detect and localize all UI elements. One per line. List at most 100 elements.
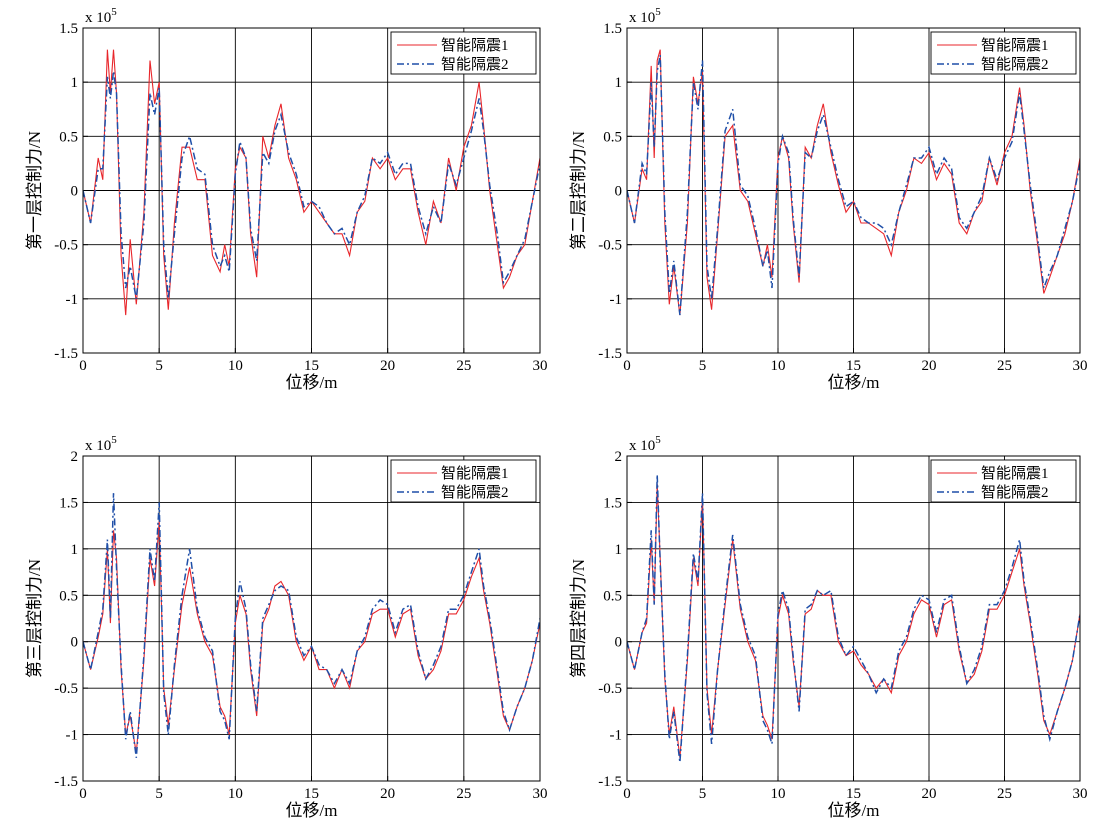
- x-tick-label: 15: [846, 786, 861, 802]
- y-tick-label: 0: [615, 635, 623, 651]
- y-axis-label: 第一层控制力/N: [25, 131, 44, 250]
- y-tick-label: 1: [615, 75, 623, 91]
- x-tick-label: 25: [997, 786, 1012, 802]
- y-tick-label: 0: [71, 184, 79, 200]
- x-tick-label: 15: [304, 786, 319, 802]
- y-tick-label: 1.5: [603, 21, 622, 37]
- x-tick-label: 0: [623, 786, 631, 802]
- y-tick-label: -1.5: [54, 346, 78, 362]
- legend-label-1: 智能隔震1: [981, 464, 1049, 482]
- multiplier-base: x 10: [85, 10, 111, 26]
- legend-label-2: 智能隔震2: [441, 55, 509, 73]
- y-tick-label: 0: [71, 635, 79, 651]
- x-tick-label: 5: [699, 786, 707, 802]
- y-tick-label: 0.5: [603, 588, 622, 604]
- y-tick-label: 2: [71, 449, 79, 465]
- x-tick-label: 30: [533, 786, 548, 802]
- chart-panel-4: 0 5 10 15 20 25 30-1.5-1-0.500.511.52x 105位移/m…: [569, 434, 1088, 820]
- x-tick-label: 20: [922, 358, 937, 374]
- y-tick-label: -0.5: [54, 681, 78, 697]
- y-axis-label: 第三层控制力/N: [25, 559, 44, 678]
- y-tick-label: 1: [71, 75, 79, 91]
- legend-label-1: 智能隔震1: [441, 464, 509, 482]
- y-tick-label: -0.5: [598, 681, 622, 697]
- x-tick-label: 30: [533, 358, 548, 374]
- y-tick-label: 1: [71, 542, 79, 558]
- series-line-2: [627, 54, 1080, 316]
- y-tick-label: -1.5: [598, 774, 622, 790]
- chart-panel-3: 0 5 10 15 20 25 30-1.5-1-0.500.511.52x 105位移/m…: [25, 434, 548, 820]
- axes-frame: [82, 27, 541, 354]
- legend-label-1: 智能隔震1: [981, 36, 1049, 54]
- x-tick-label: 10: [771, 786, 786, 802]
- x-tick-label: 30: [1073, 786, 1088, 802]
- y-tick-label: 2: [615, 449, 623, 465]
- y-tick-label: -1.5: [598, 346, 622, 362]
- y-tick-label: -1: [610, 292, 623, 308]
- y-tick-label: -0.5: [54, 238, 78, 254]
- x-tick-label: 10: [228, 786, 243, 802]
- y-tick-label: -1: [610, 728, 623, 744]
- axis-multiplier: x 105: [629, 6, 661, 26]
- multiplier-base: x 10: [629, 10, 655, 26]
- x-tick-label: 5: [155, 786, 163, 802]
- axis-multiplier: x 105: [85, 6, 117, 26]
- multiplier-exponent: 5: [655, 6, 661, 18]
- x-tick-label: 20: [380, 786, 395, 802]
- y-axis-label: 第二层控制力/N: [569, 131, 588, 250]
- axis-multiplier: x 105: [629, 434, 661, 454]
- y-tick-label: 1: [615, 542, 623, 558]
- y-tick-label: -1: [66, 292, 79, 308]
- x-tick-label: 20: [380, 358, 395, 374]
- x-tick-label: 25: [997, 358, 1012, 374]
- x-axis-label: 位移/m: [286, 801, 338, 820]
- legend-box: [390, 31, 537, 75]
- x-tick-label: 5: [155, 358, 163, 374]
- x-tick-label: 0: [623, 358, 631, 374]
- multiplier-base: x 10: [85, 438, 111, 454]
- x-axis-label: 位移/m: [828, 801, 880, 820]
- y-tick-label: 0.5: [603, 129, 622, 145]
- x-tick-label: 10: [771, 358, 786, 374]
- x-axis-label: 位移/m: [828, 373, 880, 392]
- axes-frame: [626, 27, 1081, 354]
- axes-frame: [82, 455, 541, 782]
- axis-multiplier: x 105: [85, 434, 117, 454]
- x-tick-label: 5: [699, 358, 707, 374]
- multiplier-exponent: 5: [111, 434, 117, 446]
- y-axis-label: 第四层控制力/N: [569, 559, 588, 678]
- series-line-2: [83, 493, 540, 758]
- series-line-2: [83, 71, 540, 299]
- chart-panel-2: 0 5 10 15 20 25 30-1.5-1-0.500.511.5x 105位移/m第…: [569, 6, 1088, 392]
- x-tick-label: 15: [304, 358, 319, 374]
- y-tick-label: 1.5: [59, 495, 78, 511]
- x-tick-label: 25: [456, 786, 471, 802]
- y-tick-label: 0.5: [59, 129, 78, 145]
- legend-label-2: 智能隔震2: [441, 483, 509, 501]
- y-tick-label: 1.5: [59, 21, 78, 37]
- y-tick-label: 1.5: [603, 495, 622, 511]
- legend-label-2: 智能隔震2: [981, 55, 1049, 73]
- x-tick-label: 20: [922, 786, 937, 802]
- multiplier-exponent: 5: [655, 434, 661, 446]
- legend-box: [930, 31, 1077, 75]
- y-tick-label: -0.5: [598, 238, 622, 254]
- legend-label-1: 智能隔震1: [441, 36, 509, 54]
- x-tick-label: 0: [79, 358, 87, 374]
- y-tick-label: -1: [66, 728, 79, 744]
- x-tick-label: 0: [79, 786, 87, 802]
- legend-label-2: 智能隔震2: [981, 483, 1049, 501]
- x-tick-label: 15: [846, 358, 861, 374]
- legend-box: [930, 459, 1077, 503]
- x-tick-label: 30: [1073, 358, 1088, 374]
- multiplier-exponent: 5: [111, 6, 117, 18]
- chart-panel-1: 0 5 10 15 20 25 30-1.5-1-0.500.511.5x 105位移/m第…: [25, 6, 548, 392]
- series-line-1: [627, 483, 1080, 758]
- multiplier-base: x 10: [629, 438, 655, 454]
- x-axis-label: 位移/m: [286, 373, 338, 392]
- y-tick-label: -1.5: [54, 774, 78, 790]
